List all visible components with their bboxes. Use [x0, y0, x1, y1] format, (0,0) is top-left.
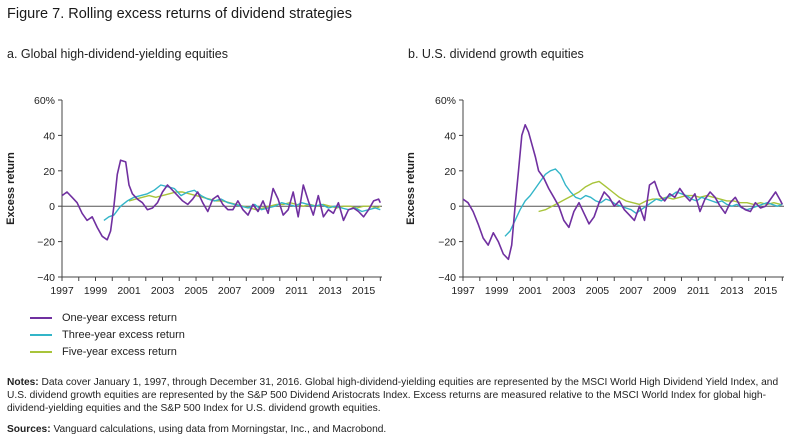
y-tick-label: 60%: [34, 95, 55, 107]
x-tick-label: 2011: [285, 285, 308, 297]
x-tick-label: 2009: [251, 285, 275, 297]
legend-item-five-year: Five-year excess return: [30, 343, 185, 360]
panel-b-title: b. U.S. dividend growth equities: [408, 47, 584, 61]
x-tick-label: 2013: [318, 285, 342, 297]
legend-swatch-five-year: [30, 350, 52, 353]
y-tick-label: 60%: [435, 95, 456, 107]
legend-swatch-one-year: [30, 316, 52, 319]
legend-label-three-year: Three-year excess return: [62, 328, 185, 341]
notes-text: Data cover January 1, 1997, through Dece…: [7, 377, 779, 414]
series-line-one-year: [61, 159, 382, 241]
x-tick-label: 2007: [619, 285, 643, 297]
x-tick-label: 1997: [451, 285, 475, 297]
legend-label-five-year: Five-year excess return: [62, 345, 177, 358]
y-tick-label: 0: [49, 201, 55, 213]
y-tick-label: 0: [450, 201, 456, 213]
y-tick-label: −20: [438, 237, 456, 249]
x-tick-label: 2001: [117, 285, 141, 297]
y-tick-label: −40: [438, 272, 456, 284]
y-tick-label: 20: [43, 166, 55, 178]
legend-item-one-year: One-year excess return: [30, 309, 185, 326]
x-tick-label: 2015: [754, 285, 778, 297]
x-tick-label: 1997: [50, 285, 74, 297]
x-tick-label: 2003: [151, 285, 175, 297]
legend-swatch-three-year: [30, 333, 52, 336]
notes: Notes: Data cover January 1, 1997, throu…: [7, 376, 792, 415]
sources-text: Vanguard calculations, using data from M…: [50, 424, 387, 435]
legend-label-one-year: One-year excess return: [62, 311, 177, 324]
sources: Sources: Vanguard calculations, using da…: [7, 424, 386, 435]
y-tick-label: −20: [37, 237, 55, 249]
x-tick-label: 2015: [352, 285, 376, 297]
x-tick-label: 2003: [552, 285, 576, 297]
legend-item-three-year: Three-year excess return: [30, 326, 185, 343]
figure-title: Figure 7. Rolling excess returns of divi…: [7, 6, 352, 22]
x-tick-label: 2005: [184, 285, 208, 297]
x-tick-label: 2007: [218, 285, 242, 297]
y-tick-label: 20: [444, 166, 456, 178]
series-line-one-year: [462, 124, 784, 261]
y-tick-label: 40: [43, 130, 55, 142]
y-axis-label: Excess return: [405, 152, 417, 225]
x-tick-label: 2005: [586, 285, 610, 297]
panel-a-title: a. Global high-dividend-yielding equitie…: [7, 47, 228, 61]
x-tick-label: 2013: [720, 285, 744, 297]
y-tick-label: −40: [37, 272, 55, 284]
x-tick-label: 2009: [653, 285, 677, 297]
x-tick-label: 2001: [519, 285, 543, 297]
notes-label: Notes:: [7, 377, 39, 388]
y-tick-label: 40: [444, 130, 456, 142]
y-axis-label: Excess return: [5, 152, 17, 225]
series-line-three-year: [504, 168, 783, 237]
x-tick-label: 2011: [687, 285, 710, 297]
legend: One-year excess return Three-year excess…: [30, 309, 185, 360]
sources-label: Sources:: [7, 424, 51, 435]
x-tick-label: 1999: [485, 285, 509, 297]
x-tick-label: 1999: [84, 285, 108, 297]
